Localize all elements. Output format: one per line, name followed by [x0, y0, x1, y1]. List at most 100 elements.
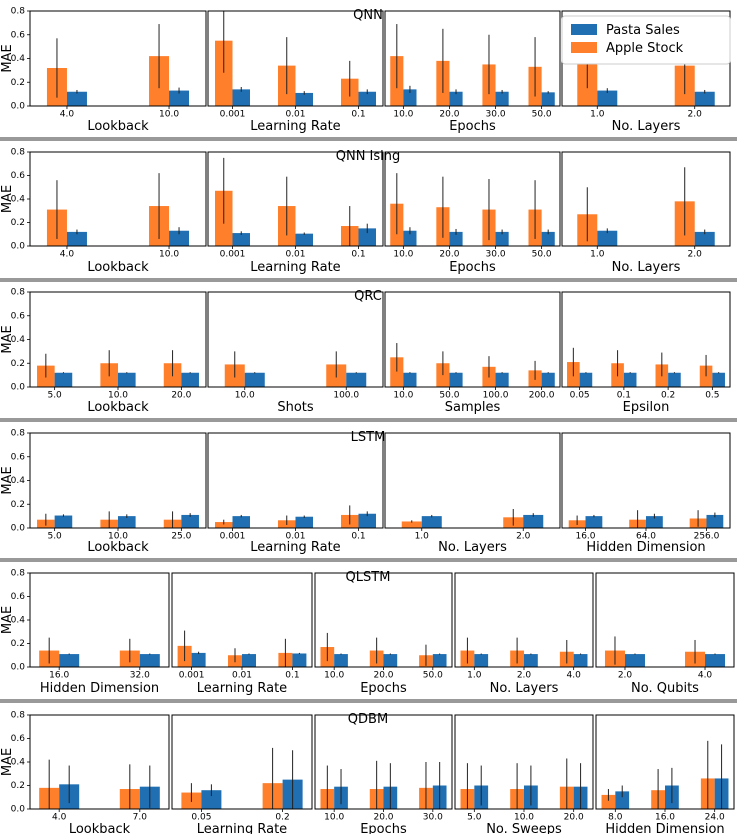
- x-tick-label: 25.0: [171, 532, 191, 542]
- panel-0: 5.0 10.0 25.0 Lookback: [29, 432, 207, 555]
- x-tick-label: 30.0: [486, 250, 506, 260]
- y-axis-label: MAE: [0, 606, 15, 634]
- y-tick-label: 0.2: [11, 639, 25, 649]
- chart-title: QRC: [354, 289, 382, 304]
- x-tick-label: 1.0: [467, 671, 482, 681]
- bar-pasta-sales: [694, 91, 715, 106]
- bar-pasta-sales: [139, 654, 160, 667]
- bar-pasta-sales: [523, 514, 544, 528]
- bar-pasta-sales: [541, 372, 555, 387]
- panel-frame: [29, 151, 207, 247]
- panel-frame: [171, 572, 313, 668]
- y-tick-label: 0.6: [11, 171, 26, 181]
- x-tick-label: 10.0: [393, 250, 413, 260]
- x-tick-label: 0.1: [285, 671, 299, 681]
- x-tick-label: 50.0: [532, 250, 552, 260]
- bar-pasta-sales: [358, 91, 376, 106]
- x-tick-label: 2.0: [517, 671, 532, 681]
- bar-pasta-sales: [449, 372, 463, 387]
- x-axis-label: Epochs: [449, 260, 496, 275]
- x-tick-label: 16.0: [575, 532, 595, 542]
- chart-title: LSTM: [351, 430, 386, 445]
- y-tick-label: 0.8: [11, 7, 26, 17]
- y-tick-label: 0.8: [11, 569, 26, 579]
- x-tick-label: 0.001: [220, 250, 246, 260]
- y-tick-label: 0.4: [11, 195, 26, 205]
- bar-pasta-sales: [541, 92, 555, 106]
- bar-pasta-sales: [624, 654, 645, 667]
- panel-2: 1.0 2.0 No. Layers: [384, 432, 561, 555]
- x-axis-label: Hidden Dimension: [605, 822, 724, 834]
- y-tick-label: 0.8: [11, 711, 26, 721]
- bar-pasta-sales: [712, 372, 725, 387]
- x-axis-label: Epsilon: [623, 400, 670, 415]
- x-tick-label: 0.01: [285, 110, 305, 120]
- x-tick-label: 50.0: [439, 391, 459, 401]
- panel-frame: [29, 10, 207, 107]
- y-tick-label: 0.0: [11, 524, 26, 534]
- bar-pasta-sales: [191, 652, 206, 667]
- row-separator: [0, 418, 737, 422]
- panel-1: 0.001 0.01 0.1 Learning Rate: [207, 432, 384, 555]
- x-tick-label: 10.0: [108, 391, 128, 401]
- bar-pasta-sales: [579, 372, 593, 387]
- bar-pasta-sales: [118, 516, 136, 528]
- x-tick-label: 0.05: [191, 813, 211, 823]
- bar-pasta-sales: [646, 516, 663, 528]
- panel-frame: [595, 714, 735, 810]
- x-tick-label: 2.0: [618, 671, 633, 681]
- bar-pasta-sales: [295, 92, 313, 106]
- x-tick-label: 100.0: [483, 391, 509, 401]
- x-axis-label: Learning Rate: [250, 119, 340, 134]
- bar-pasta-sales: [449, 91, 463, 106]
- x-tick-label: 7.0: [133, 813, 148, 823]
- y-tick-label: 0.8: [11, 148, 26, 158]
- y-tick-label: 0.0: [11, 102, 26, 112]
- x-tick-label: 10.0: [393, 391, 413, 401]
- row-separator: [0, 699, 737, 703]
- panel-frame: [29, 432, 207, 529]
- x-tick-label: 10.0: [235, 391, 255, 401]
- bar-pasta-sales: [292, 653, 307, 667]
- x-tick-label: 30.0: [423, 813, 443, 823]
- x-axis-label: Learning Rate: [197, 681, 287, 696]
- legend-label-apple: Apple Stock: [606, 41, 684, 56]
- x-tick-label: 0.01: [232, 671, 252, 681]
- y-tick-label: 0.4: [11, 54, 26, 64]
- x-axis-label: No. Qubits: [631, 681, 699, 696]
- panel-3: 1.0 2.0 No. Layers: [561, 10, 731, 134]
- panel-frame: [207, 291, 384, 388]
- x-tick-label: 0.001: [220, 532, 246, 542]
- bar-pasta-sales: [705, 654, 726, 667]
- x-tick-label: 4.0: [698, 671, 713, 681]
- x-tick-label: 0.01: [285, 250, 305, 260]
- panel-frame: [29, 572, 170, 668]
- panel-frame: [561, 432, 731, 529]
- x-tick-label: 1.0: [590, 110, 605, 120]
- x-axis-label: Hidden Dimension: [586, 540, 705, 555]
- y-tick-label: 0.4: [11, 476, 26, 486]
- x-tick-label: 2.0: [688, 250, 703, 260]
- x-axis-label: No. Layers: [612, 260, 681, 275]
- legend-frame: [561, 15, 731, 65]
- panel-0: 5.0 10.0 20.0 Lookback: [29, 291, 207, 415]
- x-tick-label: 20.0: [373, 671, 393, 681]
- legend-swatch-apple: [571, 42, 597, 53]
- x-axis-label: Samples: [445, 400, 501, 415]
- x-tick-label: 0.5: [705, 391, 719, 401]
- y-tick-label: 0.6: [11, 311, 26, 321]
- panel-frame: [384, 432, 561, 529]
- panel-2: 10.0 50.0 100.0 200.0 Samples: [384, 291, 561, 415]
- bar-apple-stock: [390, 357, 404, 387]
- x-tick-label: 0.2: [275, 813, 289, 823]
- bar-pasta-sales: [495, 231, 509, 246]
- x-tick-label: 20.0: [439, 110, 459, 120]
- bar-pasta-sales: [54, 372, 73, 387]
- y-tick-label: 0.0: [11, 242, 26, 252]
- bar-pasta-sales: [232, 516, 250, 528]
- y-axis-label: MAE: [0, 325, 15, 353]
- x-tick-label: 5.0: [47, 532, 62, 542]
- bar-pasta-sales: [232, 233, 250, 246]
